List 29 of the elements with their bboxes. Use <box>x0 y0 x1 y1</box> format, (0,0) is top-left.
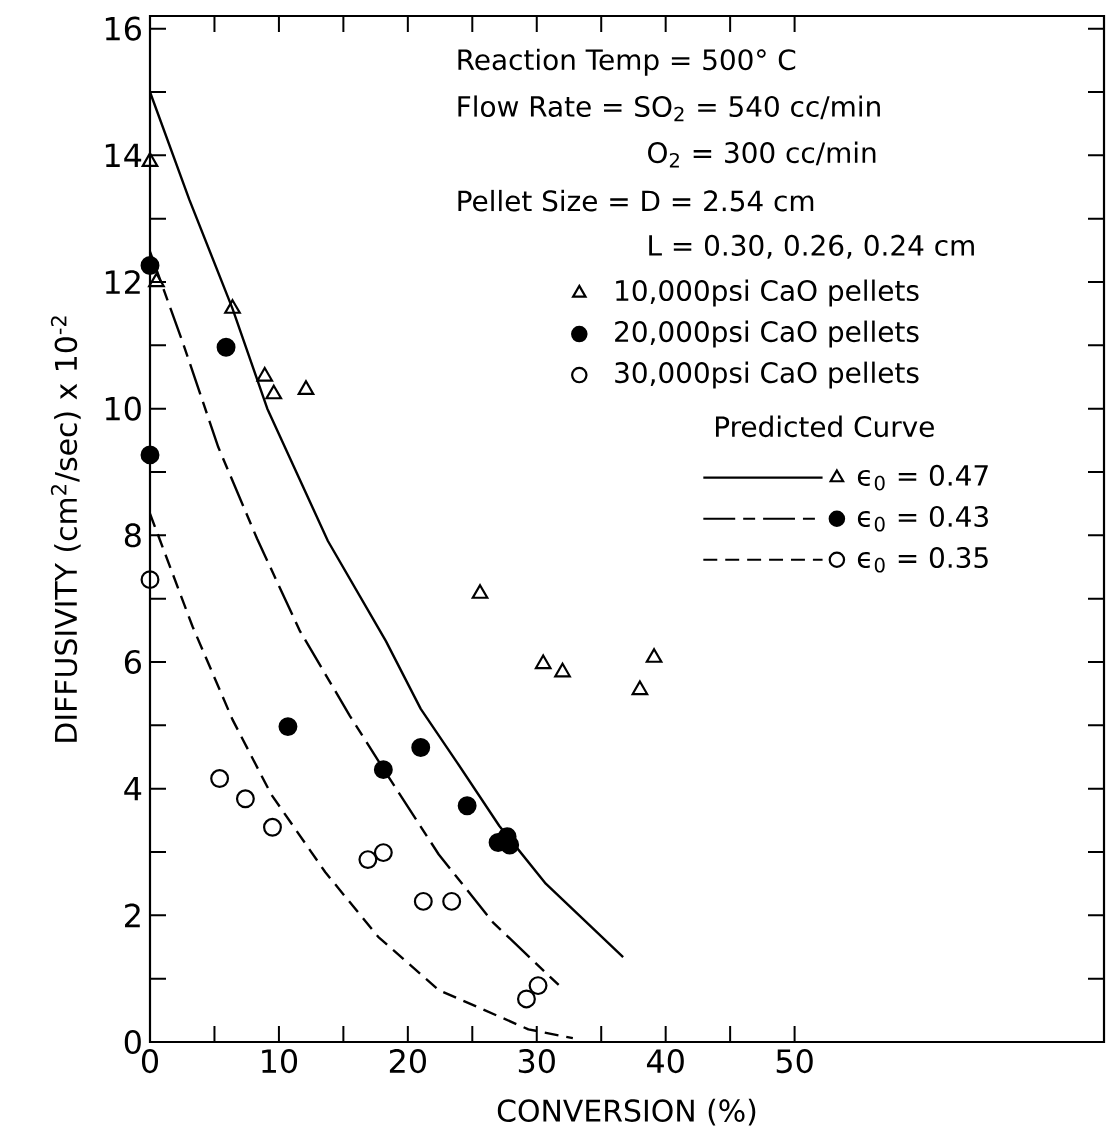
annotation: Reaction Temp = 500° C <box>458 48 796 76</box>
x-tick-label: 40 <box>646 1049 684 1074</box>
y-tick-label: 0 <box>124 1029 141 1055</box>
legend-label: 20,000psi CaO pellets <box>615 320 919 348</box>
y-tick-label: 16 <box>105 16 141 41</box>
annotation: L = 0.30, 0.26, 0.24 cm <box>649 234 974 259</box>
x-axis-title: CONVERSION (%) <box>497 1098 756 1126</box>
legend-label: ϵ$_{0}$ = 0.35 <box>857 546 988 573</box>
legend-title: Predicted Curve <box>716 415 934 438</box>
x-tick-label: 0 <box>141 1049 159 1074</box>
x-tick-label: 20 <box>389 1049 426 1074</box>
y-tick-label: 8 <box>124 523 141 548</box>
annotation: Flow Rate = SO$_{2}$ = 540 cc/min <box>458 95 880 122</box>
y-tick-label: 10 <box>105 396 141 421</box>
y-tick-label: 2 <box>125 903 140 928</box>
x-tick-label: 50 <box>776 1049 813 1074</box>
legend-label: ϵ$_{0}$ = 0.43 <box>857 505 988 532</box>
annotation: O$_{2}$ = 300 cc/min <box>648 141 876 168</box>
legend-label: 30,000psi CaO pellets <box>615 361 919 389</box>
y-tick-label: 12 <box>105 270 140 294</box>
annotation: Pellet Size = D = 2.54 cm <box>458 189 814 212</box>
x-tick-label: 30 <box>518 1049 555 1074</box>
y-tick-label: 4 <box>124 777 142 801</box>
x-tick-label: 10 <box>262 1049 298 1074</box>
legend-label: 10,000psi CaO pellets <box>616 279 919 307</box>
y-tick-label: 6 <box>124 649 141 675</box>
legend-label: ϵ$_{0}$ = 0.47 <box>857 464 988 491</box>
y-axis-title: DIFFUSIVITY (cm$^{2}$/sec) x 10$^{-2}$ <box>50 316 81 742</box>
y-tick-label: 14 <box>105 143 142 167</box>
